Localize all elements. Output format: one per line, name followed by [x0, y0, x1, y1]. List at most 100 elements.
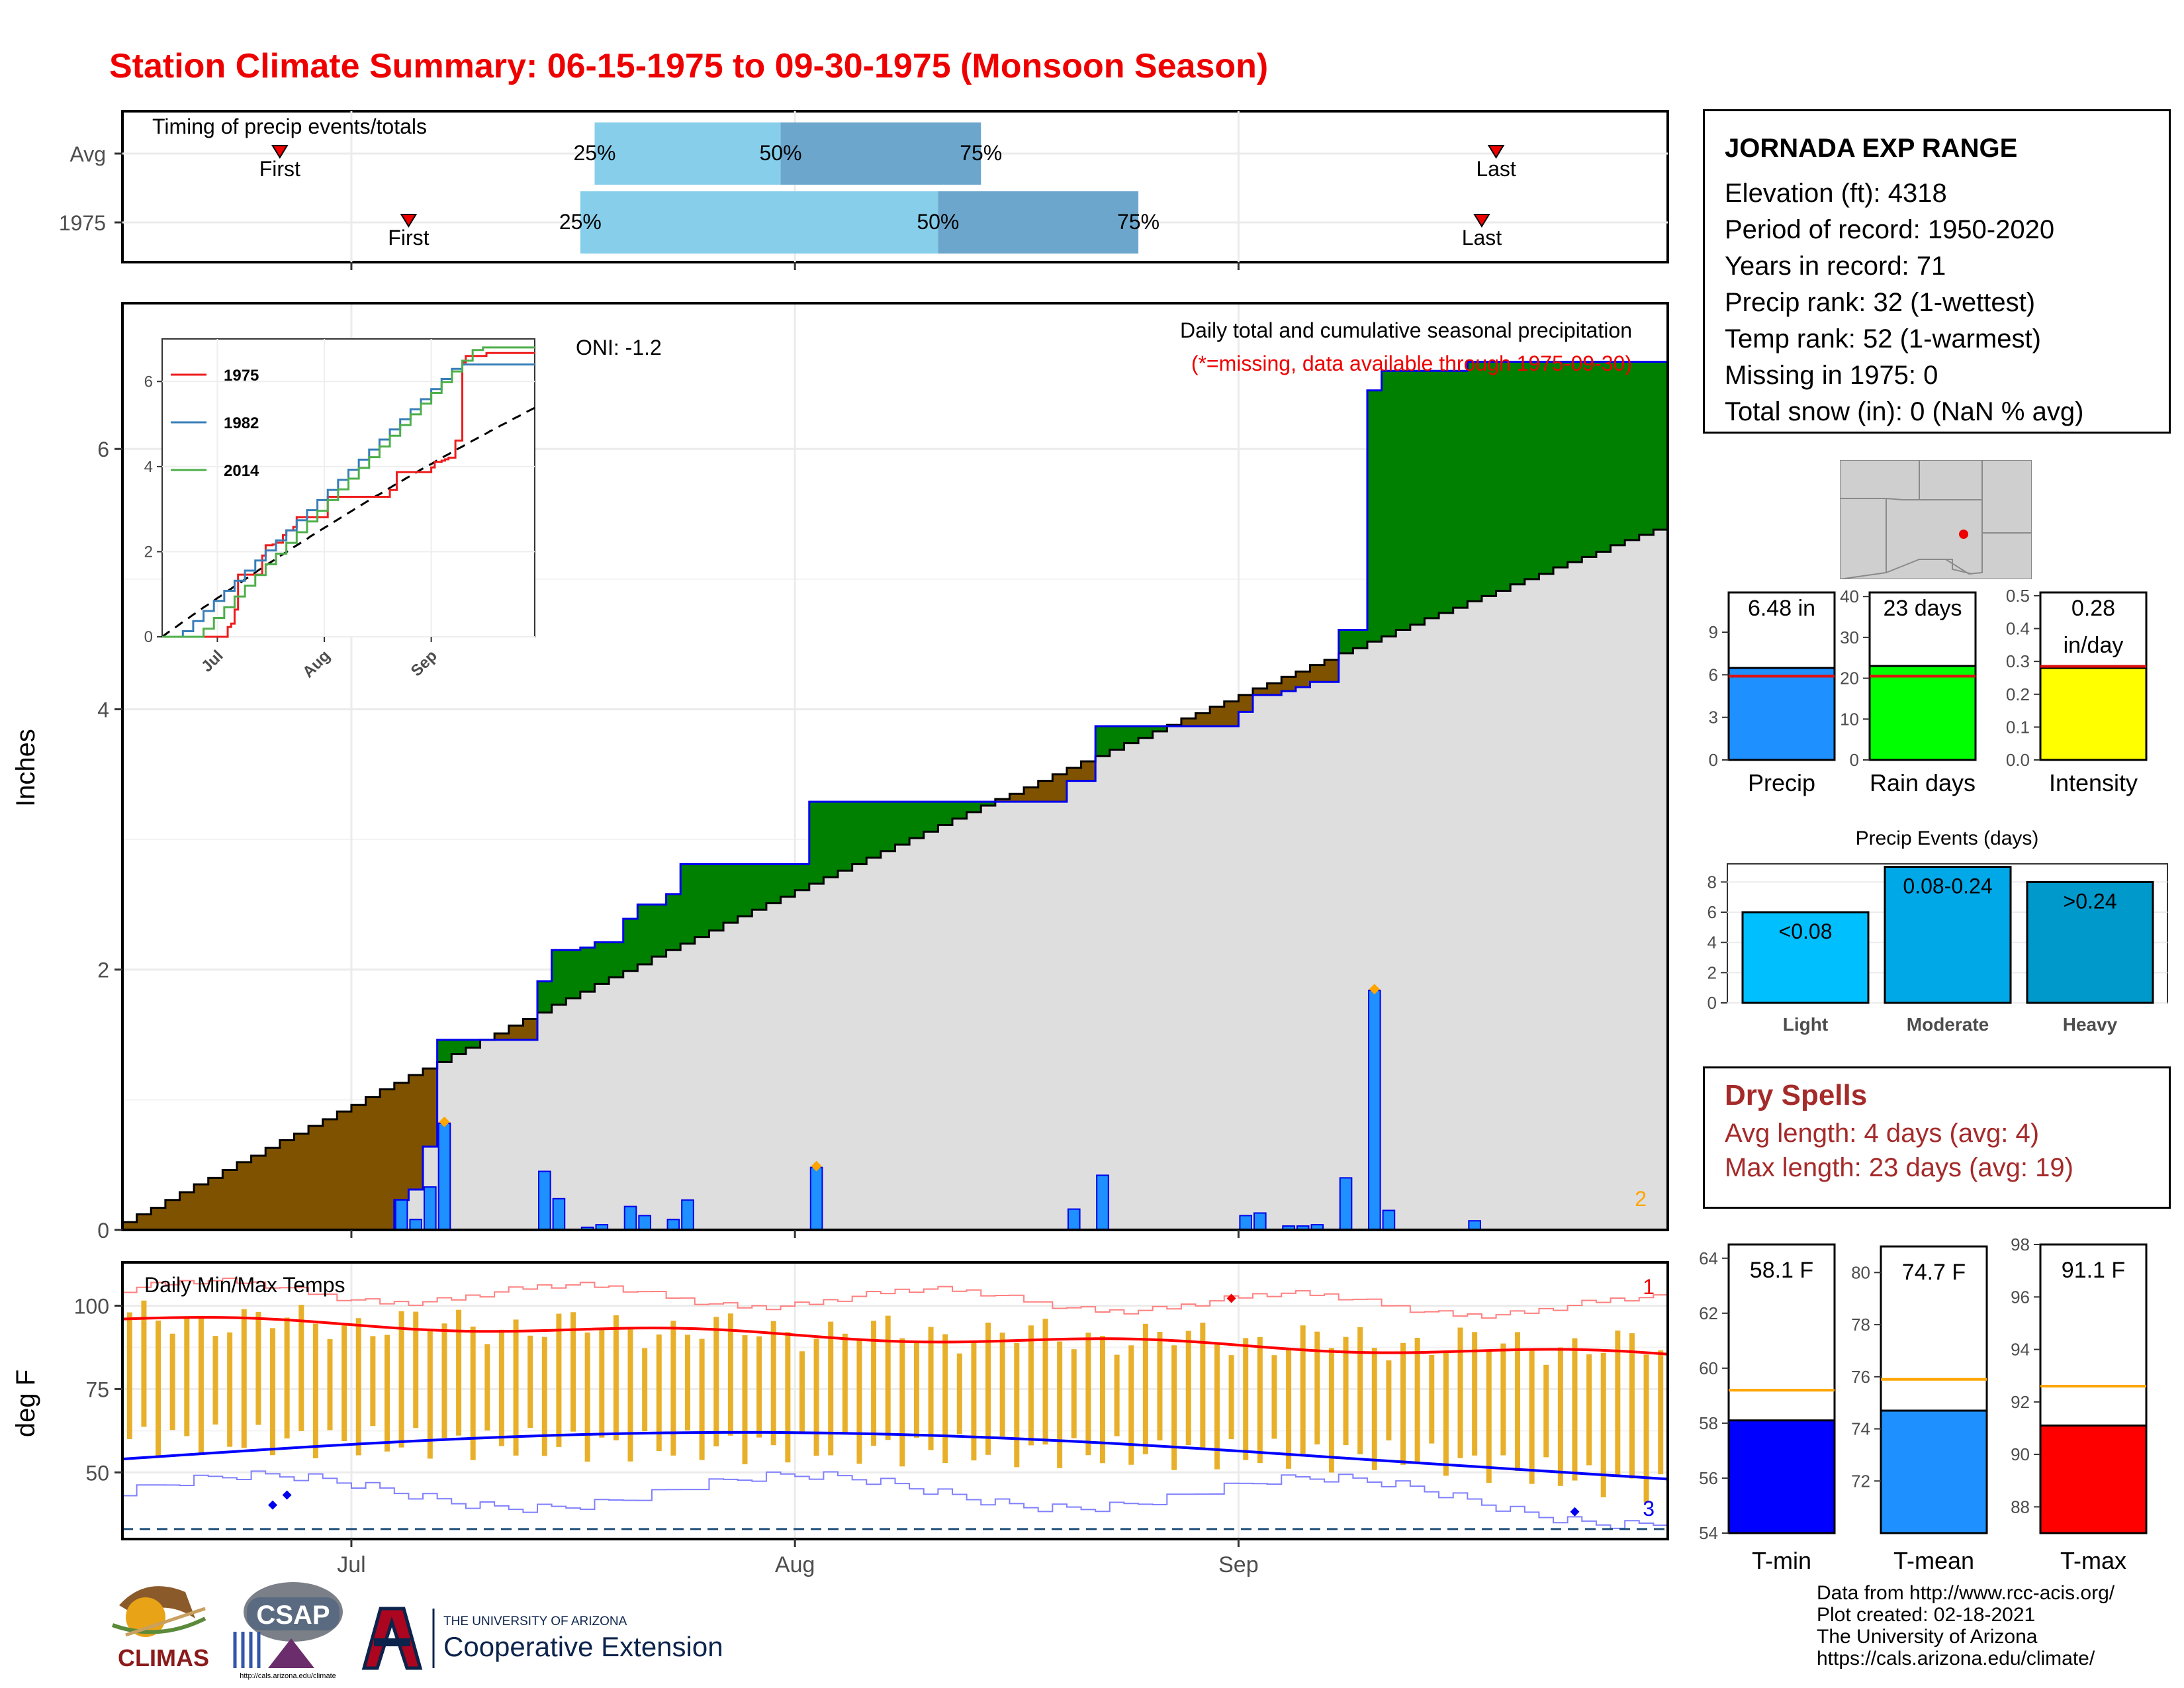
deficit-segment [179, 1192, 195, 1230]
inset-y-tick-label: 4 [144, 458, 153, 476]
precip-events-y-tick-label: 6 [1707, 902, 1717, 922]
surplus-segment [1625, 361, 1640, 540]
mini-bar-y-tick-label: 0 [1850, 750, 1859, 770]
daily-temp-bar [1128, 1345, 1134, 1465]
record-marker [1369, 984, 1380, 995]
mini-bar-1 [1868, 665, 1977, 761]
daily-precip-bar [1367, 990, 1381, 1231]
temps-panel-label: Daily Min/Max Temps [144, 1273, 345, 1297]
daily-temp-bar [1057, 1341, 1063, 1468]
precip-subtitle: Daily total and cumulative seasonal prec… [1180, 318, 1632, 342]
timing-q50-q75-bar [780, 122, 981, 185]
temps-y-axis-label: deg F [11, 1370, 40, 1437]
surplus-segment [465, 1039, 481, 1048]
daily-temp-bar [1472, 1332, 1478, 1456]
daily-precip-bar [623, 1205, 637, 1231]
mini-bar-name: Rain days [1870, 769, 1976, 796]
daily-temp-bar [742, 1335, 748, 1465]
daily-temp-bar [656, 1335, 662, 1451]
temps-y-tick-label: 100 [74, 1294, 109, 1318]
surplus-segment [823, 802, 839, 878]
mini-bar-y-tick-label: 9 [1709, 622, 1718, 642]
mini-bar-y-tick-label: 0.3 [2006, 651, 2030, 671]
deficit-segment [351, 1105, 367, 1230]
daily-temp-bar [885, 1315, 891, 1440]
surplus-segment [680, 864, 696, 944]
station-years: Years in record: 71 [1725, 252, 1946, 281]
deficit-segment [308, 1125, 324, 1230]
surplus-segment [566, 950, 581, 998]
daily-temp-bar [613, 1315, 619, 1440]
surplus-segment [723, 864, 739, 923]
station-period: Period of record: 1950-2020 [1725, 215, 2055, 244]
temp-summary-bar-2 [2039, 1424, 2148, 1534]
deficit-segment [136, 1214, 152, 1230]
surplus-segment [1353, 630, 1368, 649]
station-missing: Missing in 1975: 0 [1725, 361, 1938, 390]
daily-temp-bar [1357, 1327, 1363, 1454]
precip-events-y-tick-label: 8 [1707, 872, 1717, 892]
temp-summary-y-tick-label: 78 [1851, 1315, 1870, 1335]
surplus-segment [966, 802, 981, 812]
temp-summary-bars: 54 56 58 60 62 64 58.1 F T-min 72 74 76 78 80 74.7 F T… [1699, 1235, 2148, 1574]
timing-q25-q50-bar [594, 122, 781, 185]
dry-spells-box: Dry Spells Avg length: 4 days (avg: 4) M… [1703, 1066, 2171, 1209]
surplus-segment [981, 802, 996, 806]
surplus-segment [1596, 361, 1612, 552]
daily-temp-bar [398, 1311, 404, 1448]
cumulative-average-line [121, 528, 1668, 1230]
daily-temp-bar [1586, 1354, 1592, 1466]
daily-temp-bar [599, 1329, 605, 1438]
surplus-segment [866, 802, 882, 858]
daily-temp-bar [1042, 1319, 1048, 1445]
temp-record-marker [268, 1500, 278, 1510]
temp-summary-bar-0 [1727, 1419, 1836, 1534]
daily-temp-bar [785, 1332, 791, 1463]
mini-bar-value: 0.28 [2071, 596, 2115, 621]
daily-temp-bar [1214, 1344, 1220, 1470]
inset-average-line [161, 406, 535, 638]
precip-events-y-tick-label: 4 [1707, 933, 1717, 953]
surplus-segment [437, 1039, 452, 1062]
surplus-segment [809, 802, 824, 884]
surplus-segment [1496, 361, 1511, 591]
daily-temp-bar [856, 1340, 862, 1464]
mini-bar-y-tick-label: 0.1 [2006, 717, 2030, 737]
surplus-segment [1453, 371, 1468, 608]
surplus-segment [537, 981, 553, 1013]
daily-temp-bar [513, 1319, 519, 1456]
mini-bar-y-tick-label: 0.4 [2006, 619, 2030, 639]
temp-summary-name: T-mean [1893, 1547, 1974, 1574]
inset-legend-label: 2014 [224, 462, 259, 480]
station-info-box: JORNADA EXP RANGE Elevation (ft): 4318 P… [1703, 109, 2171, 434]
daily-temp-bar [1414, 1337, 1420, 1463]
daily-temp-bar [913, 1342, 919, 1438]
deficit-segment [337, 1111, 352, 1230]
mini-bar-name: Precip [1748, 769, 1815, 796]
deficit-segment [1024, 787, 1039, 802]
locator-map [1840, 460, 2032, 579]
record-low-line [122, 1470, 1668, 1529]
temp-summary-y-tick-label: 88 [2011, 1497, 2030, 1517]
deficit-segment [365, 1097, 381, 1230]
inset-y-tick-label: 0 [144, 628, 153, 646]
mini-bar-name: Intensity [2049, 769, 2138, 796]
timing-q75-label: 75% [1117, 210, 1160, 234]
footer-university: The University of Arizona [1817, 1626, 2038, 1648]
record-high-count: 1 [1643, 1275, 1655, 1299]
daily-temp-bar [1185, 1331, 1191, 1446]
dry-spells-avg: Avg length: 4 days (avg: 4) [1725, 1119, 2040, 1148]
mini-bar-y-tick-label: 6 [1709, 665, 1718, 684]
deficit-segment [1295, 671, 1311, 688]
precip-events-title: Precip Events (days) [1856, 827, 2039, 849]
temp-summary-y-tick-label: 94 [2011, 1340, 2030, 1360]
daily-precip-bar [809, 1166, 823, 1231]
daily-temp-bar [1500, 1343, 1506, 1456]
inset-legend-label: 1982 [224, 414, 259, 432]
deficit-segment [1052, 774, 1068, 802]
deficit-segment [408, 1075, 424, 1190]
surplus-segment [1396, 371, 1411, 630]
surplus-segment [1367, 390, 1383, 642]
temp-summary-y-tick-label: 56 [1699, 1468, 1718, 1488]
surplus-segment [637, 904, 653, 964]
